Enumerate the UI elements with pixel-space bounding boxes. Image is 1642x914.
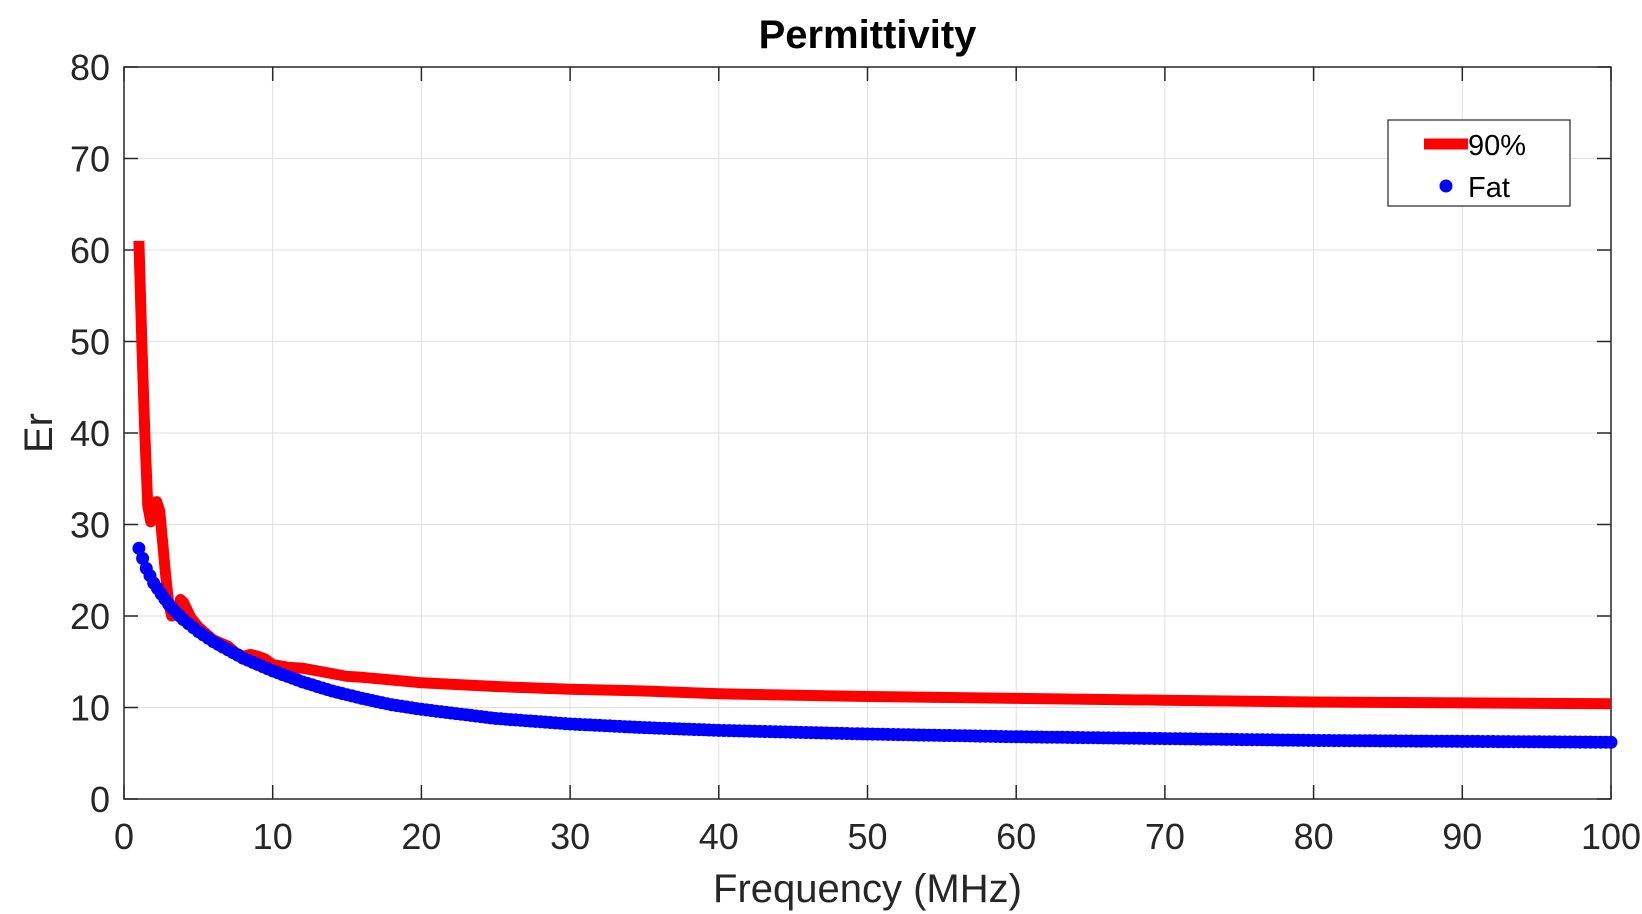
y-tick-label: 60 xyxy=(70,230,110,271)
x-tick-label: 50 xyxy=(847,816,887,857)
x-tick-label: 20 xyxy=(401,816,441,857)
y-tick-label: 20 xyxy=(70,596,110,637)
legend-swatch-fat xyxy=(1439,179,1453,193)
x-tick-label: 100 xyxy=(1581,816,1641,857)
x-tick-label: 0 xyxy=(114,816,134,857)
y-tick-label: 50 xyxy=(70,322,110,363)
x-tick-label: 30 xyxy=(550,816,590,857)
x-tick-label: 40 xyxy=(699,816,739,857)
y-axis-label: Er xyxy=(17,413,61,453)
fat-data-point xyxy=(132,541,146,555)
series-fat xyxy=(132,541,1618,749)
chart-title: Permittivity xyxy=(759,13,978,57)
fat-data-point xyxy=(136,551,150,565)
x-tick-label: 60 xyxy=(996,816,1036,857)
data-series xyxy=(132,240,1618,749)
legend-label: Fat xyxy=(1468,172,1510,204)
x-tick-label: 80 xyxy=(1294,816,1334,857)
y-tick-label: 30 xyxy=(70,505,110,546)
legend-box xyxy=(1387,119,1571,207)
x-tick-label: 70 xyxy=(1145,816,1185,857)
y-tick-label: 70 xyxy=(70,139,110,180)
y-tick-label: 80 xyxy=(70,47,110,88)
fat-data-point xyxy=(1604,735,1618,749)
y-tick-label: 40 xyxy=(70,413,110,454)
y-tick-label: 10 xyxy=(70,688,110,729)
axis-ticks: 0 10 20 30 40 50 60 70 80 90 100 0 10 20 30 40 50 60 70 80 xyxy=(70,47,1641,857)
x-tick-label: 10 xyxy=(253,816,293,857)
legend-label: 90% xyxy=(1468,130,1526,162)
legend: 90% Fat xyxy=(1387,119,1571,207)
x-axis-label: Frequency (MHz) xyxy=(713,867,1022,911)
x-tick-label: 90 xyxy=(1442,816,1482,857)
y-tick-label: 0 xyxy=(90,779,110,820)
